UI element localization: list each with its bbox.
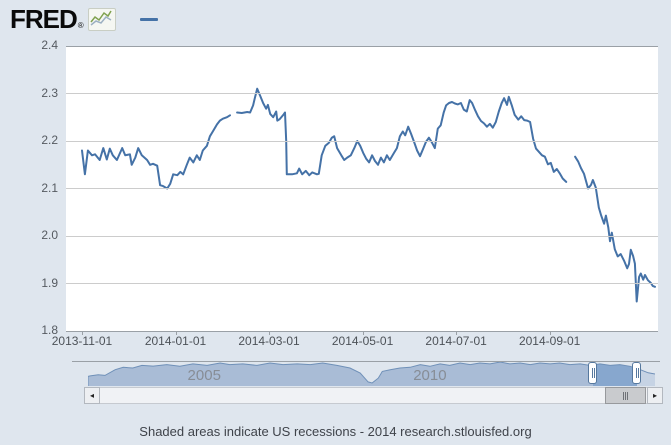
x-axis-tick — [362, 331, 364, 335]
gridline — [66, 45, 658, 47]
y-axis-label: 2.0 — [41, 228, 58, 242]
scroll-left-button[interactable]: ◂ — [84, 387, 100, 404]
scrollbar-track[interactable] — [84, 387, 663, 404]
navigator-left-handle[interactable] — [588, 362, 598, 384]
navigator-area — [88, 362, 593, 386]
navigator-year-label: 2005 — [187, 367, 221, 384]
y-axis-label: 2.2 — [41, 133, 58, 147]
arrow-right-icon: ▸ — [652, 390, 657, 400]
navigator-right-handle[interactable] — [632, 362, 642, 384]
fred-logo-chart-icon — [87, 7, 116, 31]
thumb-grip-icon — [624, 391, 626, 400]
y-axis-label: 2.4 — [41, 38, 58, 52]
series-line — [81, 87, 656, 303]
x-axis-label: 2014-03-01 — [238, 334, 300, 348]
gridline — [66, 283, 658, 284]
x-axis-tick — [269, 331, 271, 335]
fred-logo-text: FRED — [10, 3, 78, 34]
navigator-selected-range[interactable] — [593, 362, 637, 386]
navigator-year-label: 2010 — [413, 367, 447, 384]
y-axis-label: 2.1 — [41, 180, 58, 195]
gridline — [66, 140, 658, 142]
x-axis-label: 2013-11-01 — [51, 334, 113, 348]
x-axis-label: 2014-01-01 — [144, 334, 207, 348]
main-chart-svg — [81, 87, 656, 303]
navigator-area — [636, 368, 655, 386]
handle-grip-icon — [592, 368, 594, 378]
series-legend-marker[interactable] — [140, 18, 158, 21]
x-axis-tick — [81, 331, 83, 335]
navigator-area — [592, 363, 637, 386]
gridline — [66, 330, 658, 332]
y-axis-label: 1.9 — [41, 275, 58, 290]
x-axis-tick — [175, 331, 177, 335]
x-axis-label: 2014-09-01 — [518, 334, 581, 348]
footer-note: Shaded areas indicate US recessions - 20… — [139, 424, 532, 439]
y-axis-label: 1.8 — [41, 323, 58, 337]
gridline — [66, 93, 658, 94]
scrollbar-thumb[interactable] — [604, 387, 646, 404]
fred-logo: FRED ® — [10, 4, 116, 34]
navigator-top-border — [72, 361, 660, 362]
y-axis-label: 2.3 — [41, 85, 58, 100]
handle-grip-icon — [636, 368, 638, 378]
scroll-right-button[interactable]: ▸ — [647, 387, 663, 404]
arrow-left-icon: ◂ — [89, 390, 94, 400]
gridline — [66, 188, 658, 189]
navigator[interactable] — [88, 362, 655, 386]
x-axis-tick — [456, 331, 458, 335]
registered-trademark-mark: ® — [77, 21, 84, 30]
x-axis-label: 2014-07-01 — [425, 334, 487, 348]
x-axis-label: 2014-05-01 — [331, 334, 394, 348]
x-axis-tick — [549, 331, 551, 335]
gridline — [66, 235, 658, 237]
navigator-outline — [88, 362, 655, 386]
